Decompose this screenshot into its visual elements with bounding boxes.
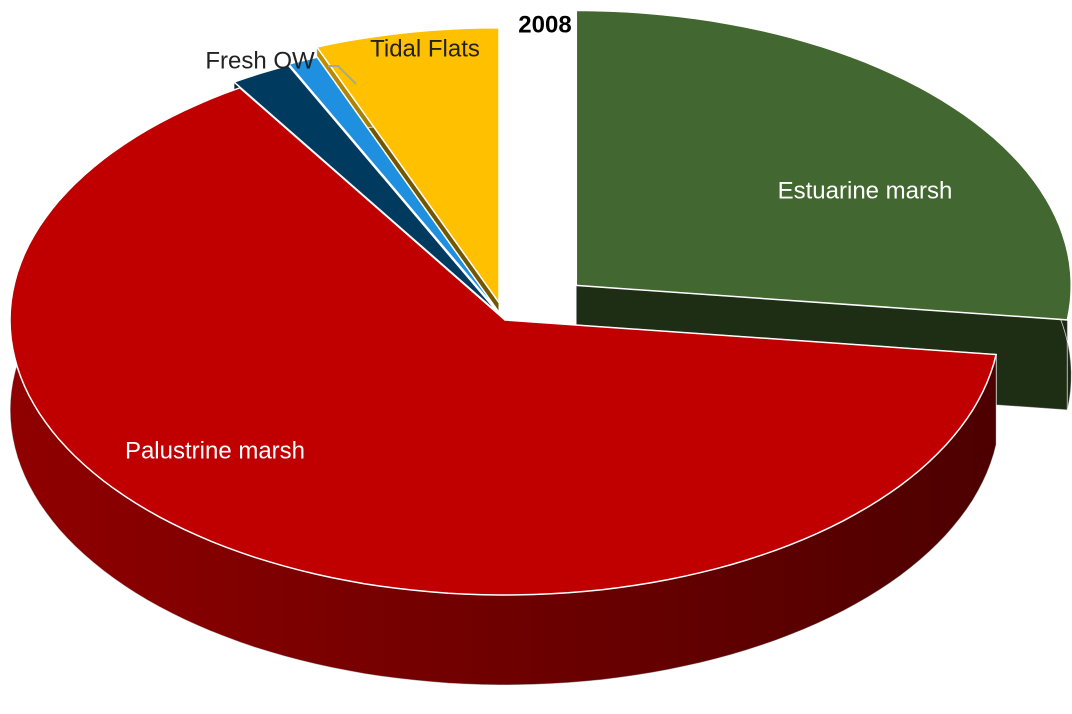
slice-label: Palustrine marsh [125,437,305,464]
chart-title: 2008 [518,11,571,38]
pie-slice [232,64,500,315]
pie-slice [9,86,998,596]
pie-slice [287,56,501,314]
slice-label: Tidal Flats [370,35,480,62]
slice-label: Fresh OW [205,47,315,74]
slice-label: Estuarine marsh [778,177,953,204]
pie-slice [575,9,1072,321]
pie-slice [315,26,500,306]
leader-line [328,65,357,85]
labels: Estuarine marsh Palustrine marsh Fresh OW T… [125,35,952,464]
slice-tops [9,9,1072,596]
